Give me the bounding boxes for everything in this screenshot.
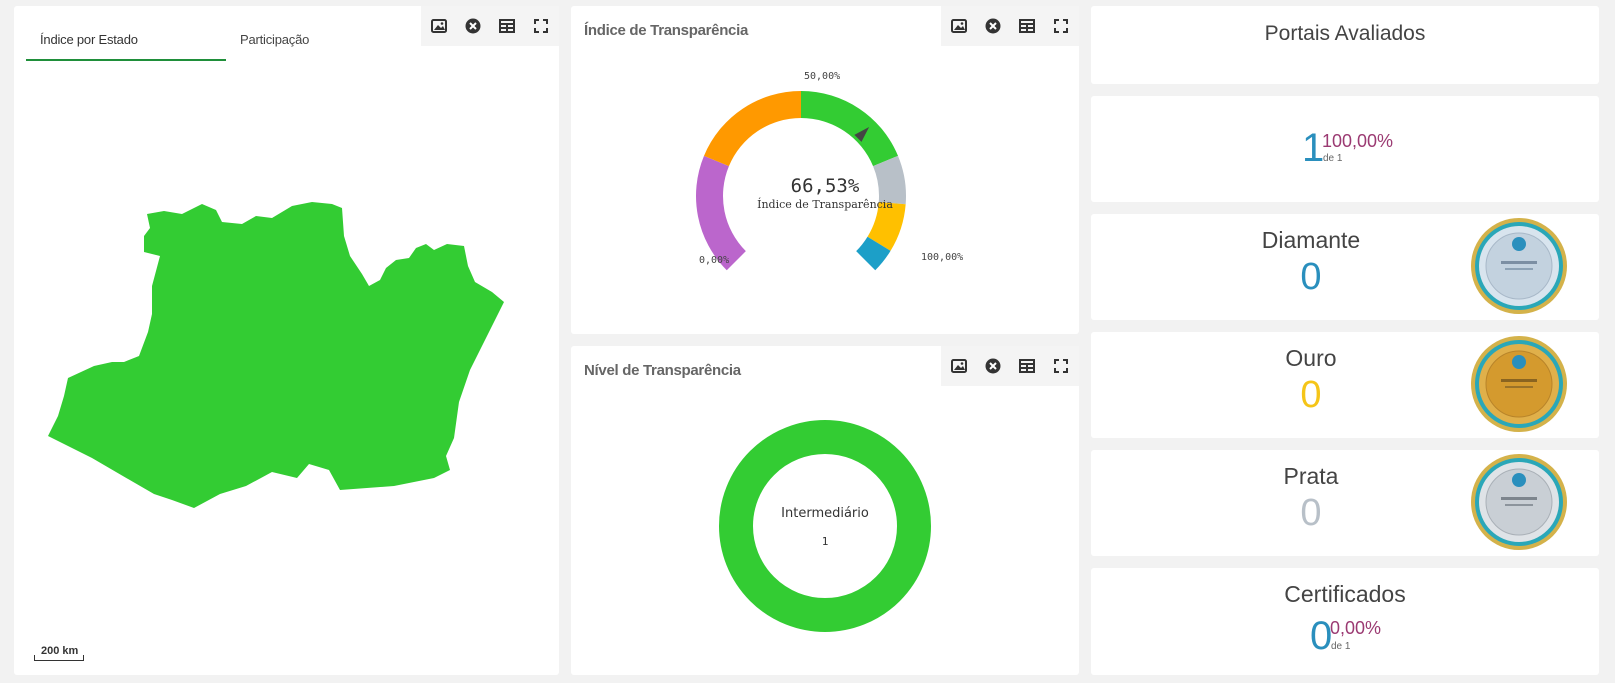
fullscreen-icon[interactable] <box>1051 356 1071 376</box>
certificados-count: 0 <box>1310 614 1333 658</box>
gauge-toolbar <box>941 6 1079 46</box>
level-title: Nível de Transparência <box>584 362 741 379</box>
level-panel: Nível de Transparência Intermediário 1 <box>571 346 1079 675</box>
gauge-title: Índice de Transparência <box>584 22 749 39</box>
portais-title: Portais Avaliados <box>1264 22 1426 45</box>
gauge-segment-5[interactable] <box>856 236 891 271</box>
map-toolbar <box>421 6 559 46</box>
gauge-subtitle: Índice de Transparência <box>757 198 893 211</box>
scale-bar <box>34 655 84 661</box>
map-panel: Índice por Estado Participação 200 km <box>14 6 559 675</box>
state-map-amazonas[interactable] <box>44 196 524 526</box>
gauge-segment-2[interactable] <box>801 91 899 167</box>
gauge-tick-min: 0,00% <box>699 255 730 266</box>
level-donut[interactable] <box>571 346 1079 675</box>
level-toolbar <box>941 346 1079 386</box>
ouro-count: 0 <box>1300 374 1322 416</box>
gauge-value: 66,53% <box>790 175 860 197</box>
portais-title-card: Portais Avaliados <box>1091 6 1599 84</box>
gauge-tick-mid: 50,00% <box>804 71 841 82</box>
gauge-segment-4[interactable] <box>867 202 906 251</box>
prata-card: Prata 0 <box>1091 450 1599 556</box>
image-icon[interactable] <box>949 16 969 36</box>
donut-count: 1 <box>821 535 829 548</box>
prata-label: Prata <box>1283 463 1339 489</box>
gauge-pointer <box>854 126 870 142</box>
diamante-label: Diamante <box>1261 227 1361 253</box>
fullscreen-icon[interactable] <box>1051 16 1071 36</box>
tab-indice-por-estado[interactable]: Índice por Estado <box>26 20 226 61</box>
portais-pct: 100,00% <box>1322 131 1394 151</box>
diamante-card: Diamante 0 <box>1091 214 1599 320</box>
gauge-tick-max: 100,00% <box>921 252 964 263</box>
map-tabs: Índice por Estado Participação <box>26 20 386 61</box>
gauge-segment-3[interactable] <box>873 155 906 205</box>
ouro-card: Ouro 0 <box>1091 332 1599 438</box>
gauge-panel: Índice de Transparência 66,53% Índice de… <box>571 6 1079 334</box>
portais-count: 1 <box>1302 126 1325 170</box>
gauge-segment-0[interactable] <box>696 155 746 271</box>
fullscreen-icon[interactable] <box>531 16 551 36</box>
certificados-de: de 1 <box>1331 641 1351 652</box>
close-circle-icon[interactable] <box>983 356 1003 376</box>
table-icon[interactable] <box>1017 356 1037 376</box>
donut-ring-intermediario[interactable] <box>719 420 931 632</box>
image-icon[interactable] <box>429 16 449 36</box>
close-circle-icon[interactable] <box>463 16 483 36</box>
state-shape[interactable] <box>48 202 504 508</box>
certificados-pct: 0,00% <box>1330 618 1382 638</box>
tab-participacao[interactable]: Participação <box>240 32 310 47</box>
donut-label: Intermediário <box>781 506 869 521</box>
certificados-card: Certificados 0 0,00% de 1 <box>1091 568 1599 675</box>
portais-stats-card: 1 100,00% de 1 <box>1091 96 1599 202</box>
image-icon[interactable] <box>949 356 969 376</box>
portais-de: de 1 <box>1323 153 1343 164</box>
prata-medal-icon <box>1471 454 1567 550</box>
table-icon[interactable] <box>1017 16 1037 36</box>
prata-count: 0 <box>1300 492 1322 534</box>
gauge-segment-1[interactable] <box>703 91 801 167</box>
scale-label: 200 km <box>41 645 79 657</box>
close-circle-icon[interactable] <box>983 16 1003 36</box>
certificados-label: Certificados <box>1284 581 1406 607</box>
ouro-label: Ouro <box>1285 345 1337 371</box>
ouro-medal-icon <box>1471 336 1567 432</box>
transparency-gauge[interactable] <box>571 6 1079 334</box>
diamante-count: 0 <box>1300 256 1322 298</box>
table-icon[interactable] <box>497 16 517 36</box>
diamante-medal-icon <box>1471 218 1567 314</box>
